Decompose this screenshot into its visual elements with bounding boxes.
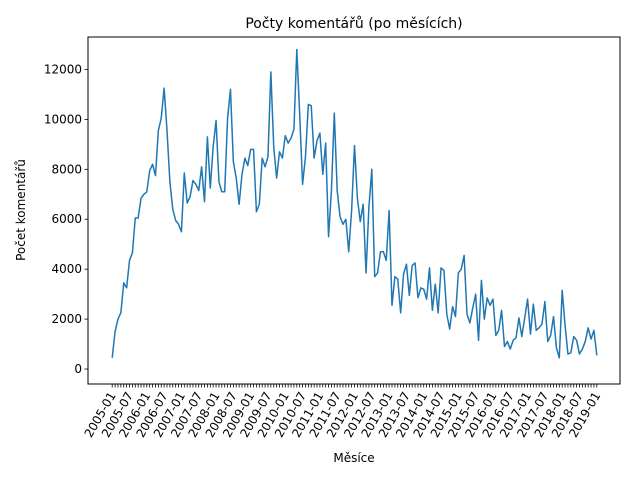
series-line — [111, 48, 598, 359]
y-tick-label: 4000 — [51, 262, 82, 276]
y-tick-label: 0 — [74, 362, 82, 376]
y-axis-label: Počet komentářů — [14, 159, 28, 261]
plot-frame — [87, 36, 621, 385]
y-tick-label: 8000 — [51, 162, 82, 176]
y-axis: 0 2000 4000 6000 8000 10000 12000 — [44, 62, 88, 376]
chart-title: Počty komentářů (po měsících) — [245, 16, 462, 32]
y-tick-label: 2000 — [51, 312, 82, 326]
x-axis-label: Měsíce — [333, 451, 374, 465]
y-tick-label: 6000 — [51, 212, 82, 226]
y-tick-label: 12000 — [44, 62, 82, 76]
x-axis: 2005-012005-072006-012006-072007-012007-… — [82, 384, 603, 440]
y-tick-label: 10000 — [44, 112, 82, 126]
